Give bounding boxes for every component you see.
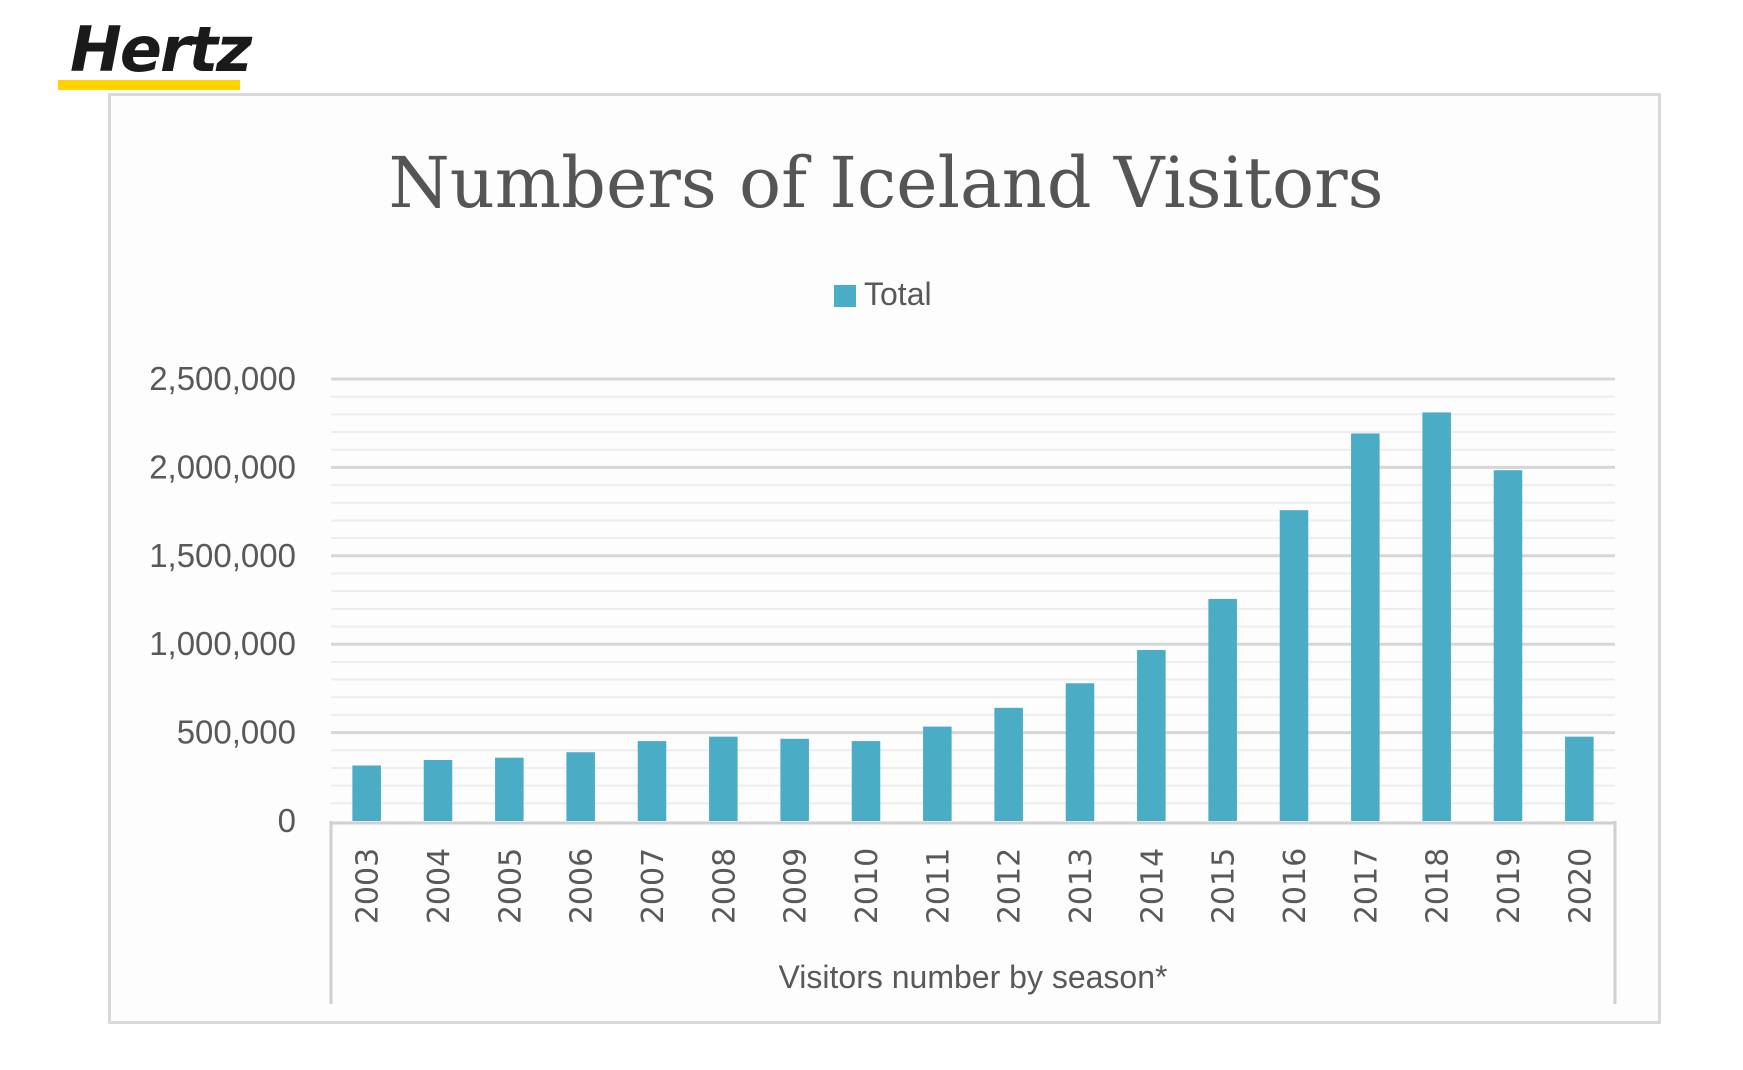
x-tick-label: 2020 <box>1563 848 1598 924</box>
gridlines <box>331 377 1615 805</box>
bar-2019 <box>1493 470 1523 821</box>
x-tick-label: 2013 <box>1064 848 1099 924</box>
legend-label-total: Total <box>864 276 932 312</box>
bar-2017 <box>1351 433 1380 821</box>
legend: Total <box>834 276 932 312</box>
y-tick-label: 1,000,000 <box>149 625 296 662</box>
bar-2005 <box>495 757 524 821</box>
x-tick-label: 2018 <box>1421 848 1456 924</box>
hertz-logo: Hertz <box>58 14 258 94</box>
bar-2004 <box>423 760 453 821</box>
chart-title: Numbers of Iceland Visitors <box>388 142 1383 224</box>
x-tick-label: 2008 <box>707 848 742 924</box>
y-tick-label: 0 <box>278 802 296 839</box>
bar-2013 <box>1065 683 1095 821</box>
x-tick-label: 2004 <box>422 848 457 924</box>
bar-2008 <box>709 736 738 821</box>
x-tick-label: 2003 <box>351 848 386 924</box>
x-tick-label: 2011 <box>921 848 956 924</box>
bar-2007 <box>637 741 667 821</box>
legend-swatch-total <box>834 285 856 307</box>
x-tick-label: 2014 <box>1135 848 1170 924</box>
chart-frame <box>108 93 1661 1024</box>
bars <box>352 412 1594 821</box>
bar-2003 <box>352 765 381 821</box>
x-tick-label: 2019 <box>1492 848 1527 924</box>
x-tick-label: 2009 <box>779 848 814 924</box>
bar-2018 <box>1422 412 1451 821</box>
x-axis-title: Visitors number by season* <box>779 959 1168 995</box>
x-tick-label: 2010 <box>850 848 885 924</box>
y-tick-label: 500,000 <box>177 714 296 751</box>
bar-2015 <box>1208 598 1237 821</box>
x-axis-box <box>329 821 1617 1004</box>
bar-2020 <box>1565 736 1594 821</box>
x-tick-label: 2007 <box>636 848 671 924</box>
y-axis-ticks: 0 500,000 1,000,000 1,500,000 2,000,000 2,500… <box>149 360 296 839</box>
logo-text: Hertz <box>70 13 252 86</box>
bar-2011 <box>923 726 952 821</box>
x-tick-label: 2005 <box>493 848 528 924</box>
logo-yellow-bar <box>58 80 240 90</box>
bar-2010 <box>851 741 881 821</box>
bar-2006 <box>566 752 595 821</box>
x-tick-label: 2017 <box>1349 848 1384 924</box>
bar-2016 <box>1279 510 1309 821</box>
y-tick-label: 2,500,000 <box>149 360 296 397</box>
x-tick-label: 2012 <box>993 848 1028 924</box>
y-tick-label: 1,500,000 <box>149 537 296 574</box>
x-tick-label: 2015 <box>1207 848 1242 924</box>
x-tick-label: 2016 <box>1278 848 1313 924</box>
bar-2014 <box>1137 650 1166 821</box>
bar-2009 <box>780 738 809 821</box>
x-axis-ticks: 2003 2004 2005 2006 2007 2008 2009 2010 2011 2012… <box>351 848 1599 924</box>
bar-2012 <box>994 707 1023 821</box>
x-tick-label: 2006 <box>565 848 600 924</box>
y-tick-label: 2,000,000 <box>149 448 296 485</box>
